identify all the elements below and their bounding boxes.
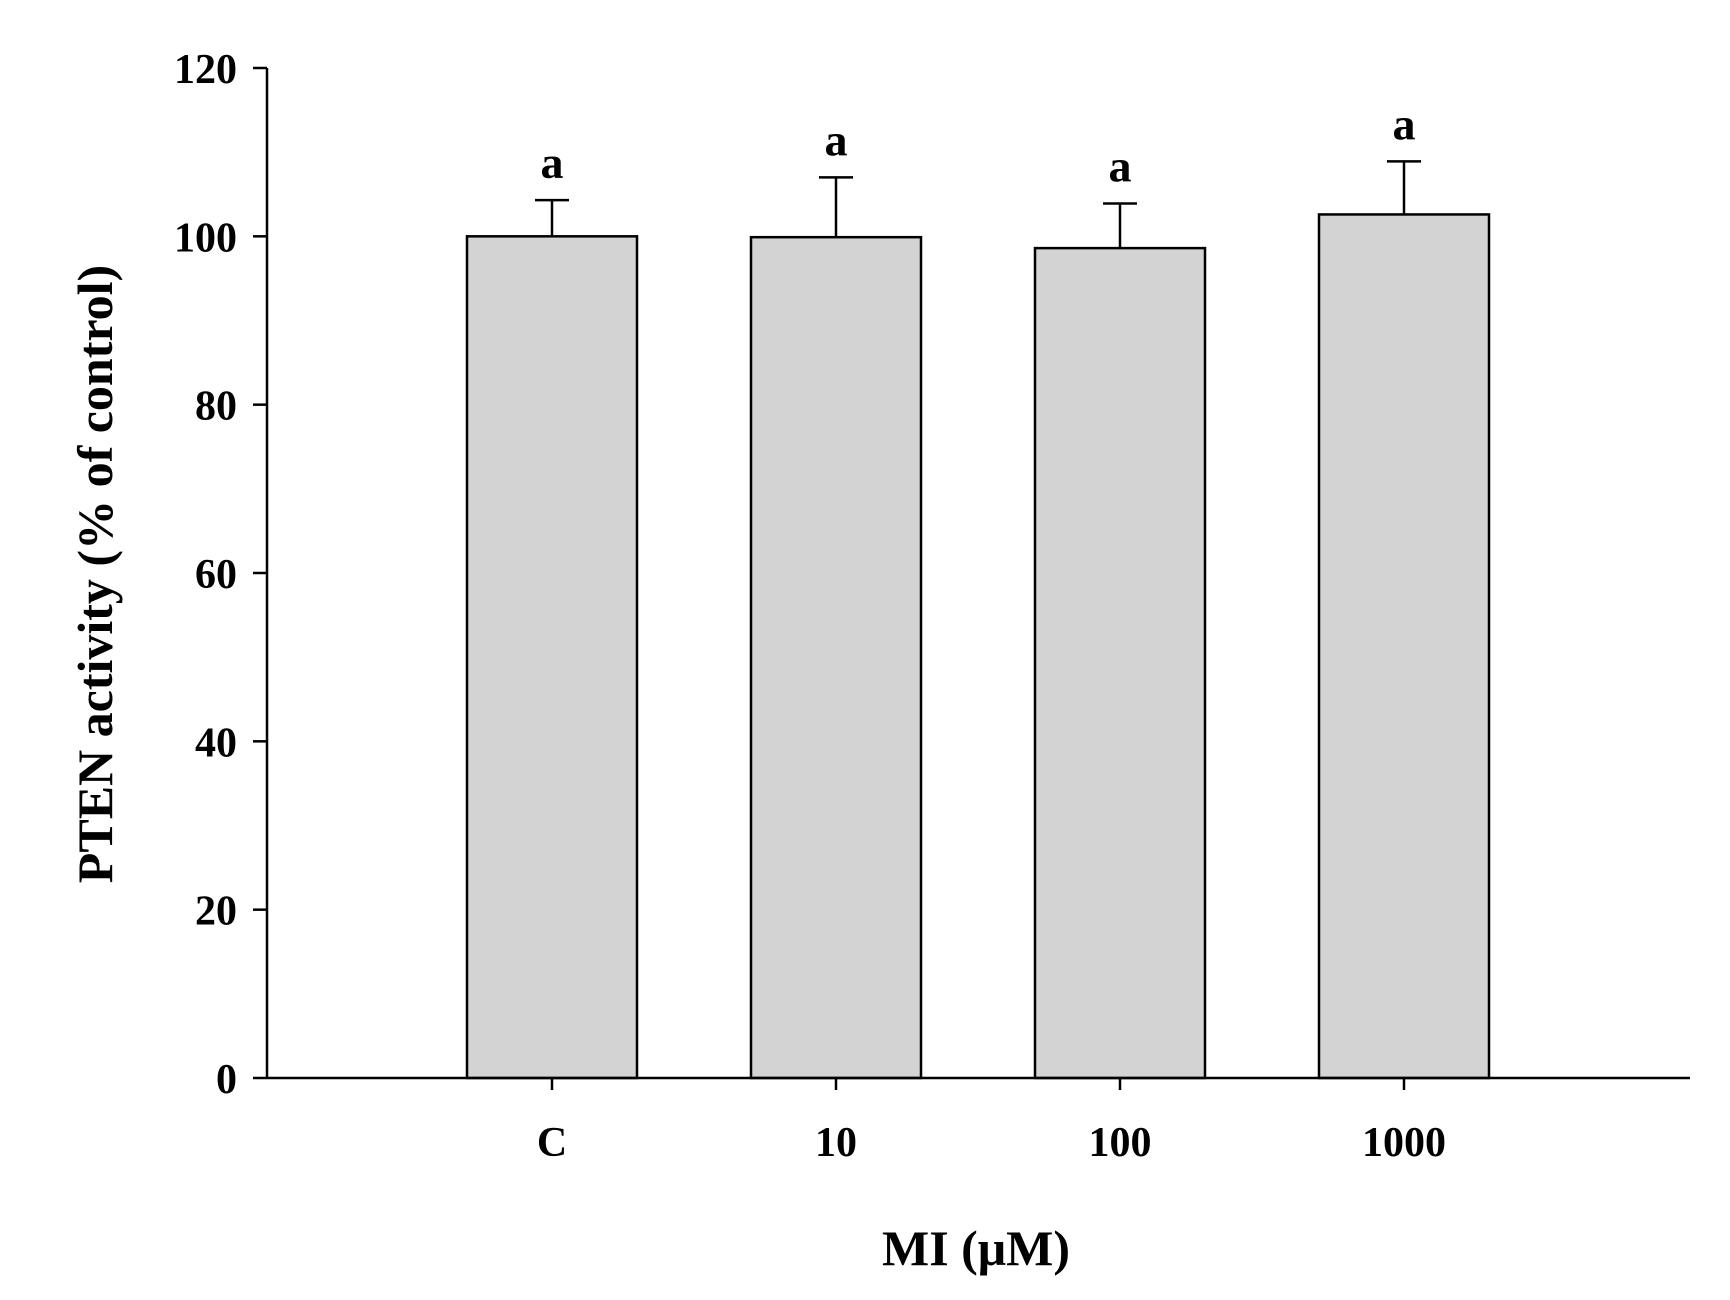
y-axis-title: PTEN activity (% of control) <box>67 265 123 883</box>
plot-area: a Ca 10 a 100 a 1000 0 20 40 60 80 100 120 <box>174 47 1690 1166</box>
x-tick-label: 1000 <box>1362 1120 1446 1166</box>
significance-label: a <box>541 137 564 188</box>
bar <box>1317 213 1491 1080</box>
y-tick-label: 120 <box>174 47 237 93</box>
x-tick-label: 100 <box>1089 1120 1152 1166</box>
significance-label: a <box>1393 98 1416 149</box>
y-tick-label: 20 <box>195 889 237 935</box>
y-tick-label: 0 <box>216 1057 237 1103</box>
y-tick-label: 80 <box>195 384 237 430</box>
x-tick-label: C <box>537 1120 567 1166</box>
y-tick-label: 100 <box>174 215 237 261</box>
significance-label: a <box>825 114 848 165</box>
x-axis-title: MI (μM) <box>882 1220 1070 1276</box>
y-tick-label: 40 <box>195 720 237 766</box>
significance-label: a <box>1109 141 1132 192</box>
x-tick-label: 10 <box>815 1120 857 1166</box>
bar <box>465 235 639 1080</box>
bar <box>749 235 923 1080</box>
bar <box>1033 246 1207 1080</box>
y-tick-label: 60 <box>195 552 237 598</box>
